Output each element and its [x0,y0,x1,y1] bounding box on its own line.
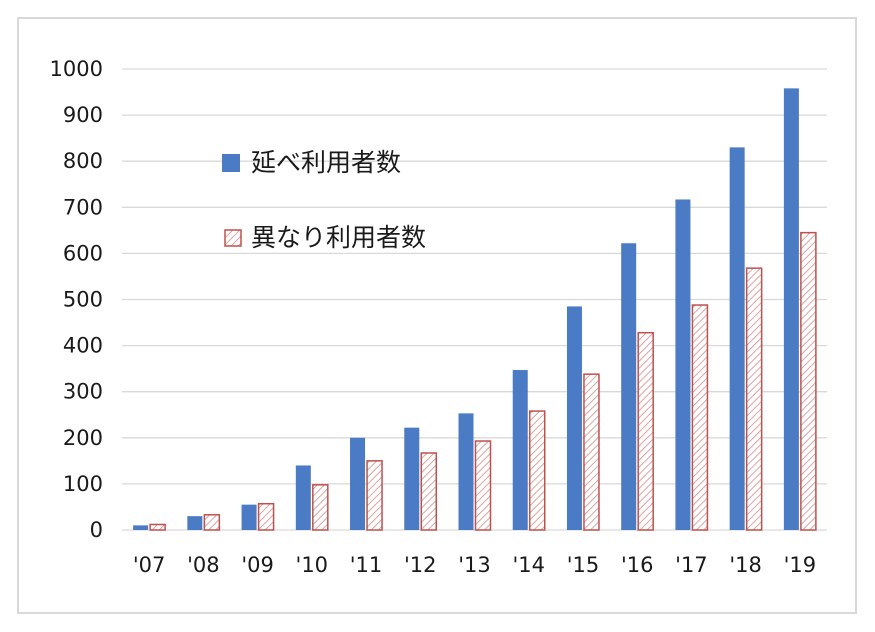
bar-unique-users [800,231,817,531]
y-tick-label: 100 [63,472,103,496]
x-axis-ticks: '07 '08 '09 '10 '11 '12 '13 '14 '15 '16 '17 '18 '19 [133,553,816,577]
x-tick-label: '14 [512,553,545,577]
bar-unique-users [583,373,600,531]
x-tick-label: '10 [296,553,329,577]
legend-swatch-total [222,154,240,172]
bar-total-users [187,516,203,530]
bar-unique-users [312,484,329,531]
y-tick-label: 700 [63,195,103,219]
bar-total-users [621,243,637,530]
y-tick-label: 800 [63,149,103,173]
y-tick-label: 300 [63,380,103,404]
bar-total-users [133,525,149,530]
chart-frame: 0 100 200 300 400 500 600 700 800 900 1000 '07'08 '… [17,17,857,614]
legend-label-unique: 異なり利用者数 [251,223,426,252]
bar-unique-users [203,514,221,531]
x-tick-label: '08 [187,553,220,577]
bar-total-users [729,147,745,530]
x-tick-label: '17 [675,553,708,577]
y-axis-ticks: 0 100 200 300 400 500 600 700 800 900 1000 [50,57,103,542]
bar-unique-users [474,440,492,531]
bar-unique-users [637,331,654,531]
bars [133,88,817,531]
x-tick-label: '09 [241,553,274,577]
y-tick-label: 600 [63,241,103,265]
y-tick-label: 1000 [50,57,103,81]
x-tick-label: '13 [458,553,491,577]
bar-total-users [566,306,582,530]
x-tick-label: '07 [133,553,166,577]
legend-label-total: 延べ利用者数 [251,148,401,177]
bar-total-users [241,504,257,530]
bar-unique-users [745,267,763,531]
bar-unique-users [420,452,438,531]
y-tick-label: 900 [63,103,103,127]
bar-unique-users [149,523,166,531]
bar-unique-users [691,304,709,531]
y-tick-label: 400 [63,334,103,358]
x-tick-label: '16 [621,553,654,577]
y-tick-label: 200 [63,426,103,450]
y-tick-label: 500 [63,288,103,312]
x-tick-label: '11 [350,553,383,577]
bar-total-users [675,199,691,530]
bar-total-users [295,465,311,530]
x-tick-label: '18 [729,553,762,577]
bar-total-users [350,437,366,530]
gridlines [122,68,827,531]
bar-total-users [783,88,799,530]
x-tick-label: '15 [567,553,600,577]
bar-total-users [512,370,528,530]
x-tick-label: '12 [404,553,437,577]
x-tick-label: '19 [784,553,817,577]
legend-swatch-unique [224,229,242,247]
y-tick-label: 0 [90,518,103,542]
bar-unique-users [366,460,383,531]
bar-unique-users [528,410,546,531]
legend: 延べ利用者数 異なり利用者数 [222,148,426,252]
bar-total-users [404,427,420,530]
bar-unique-users [257,502,275,531]
bar-total-users [458,413,474,530]
